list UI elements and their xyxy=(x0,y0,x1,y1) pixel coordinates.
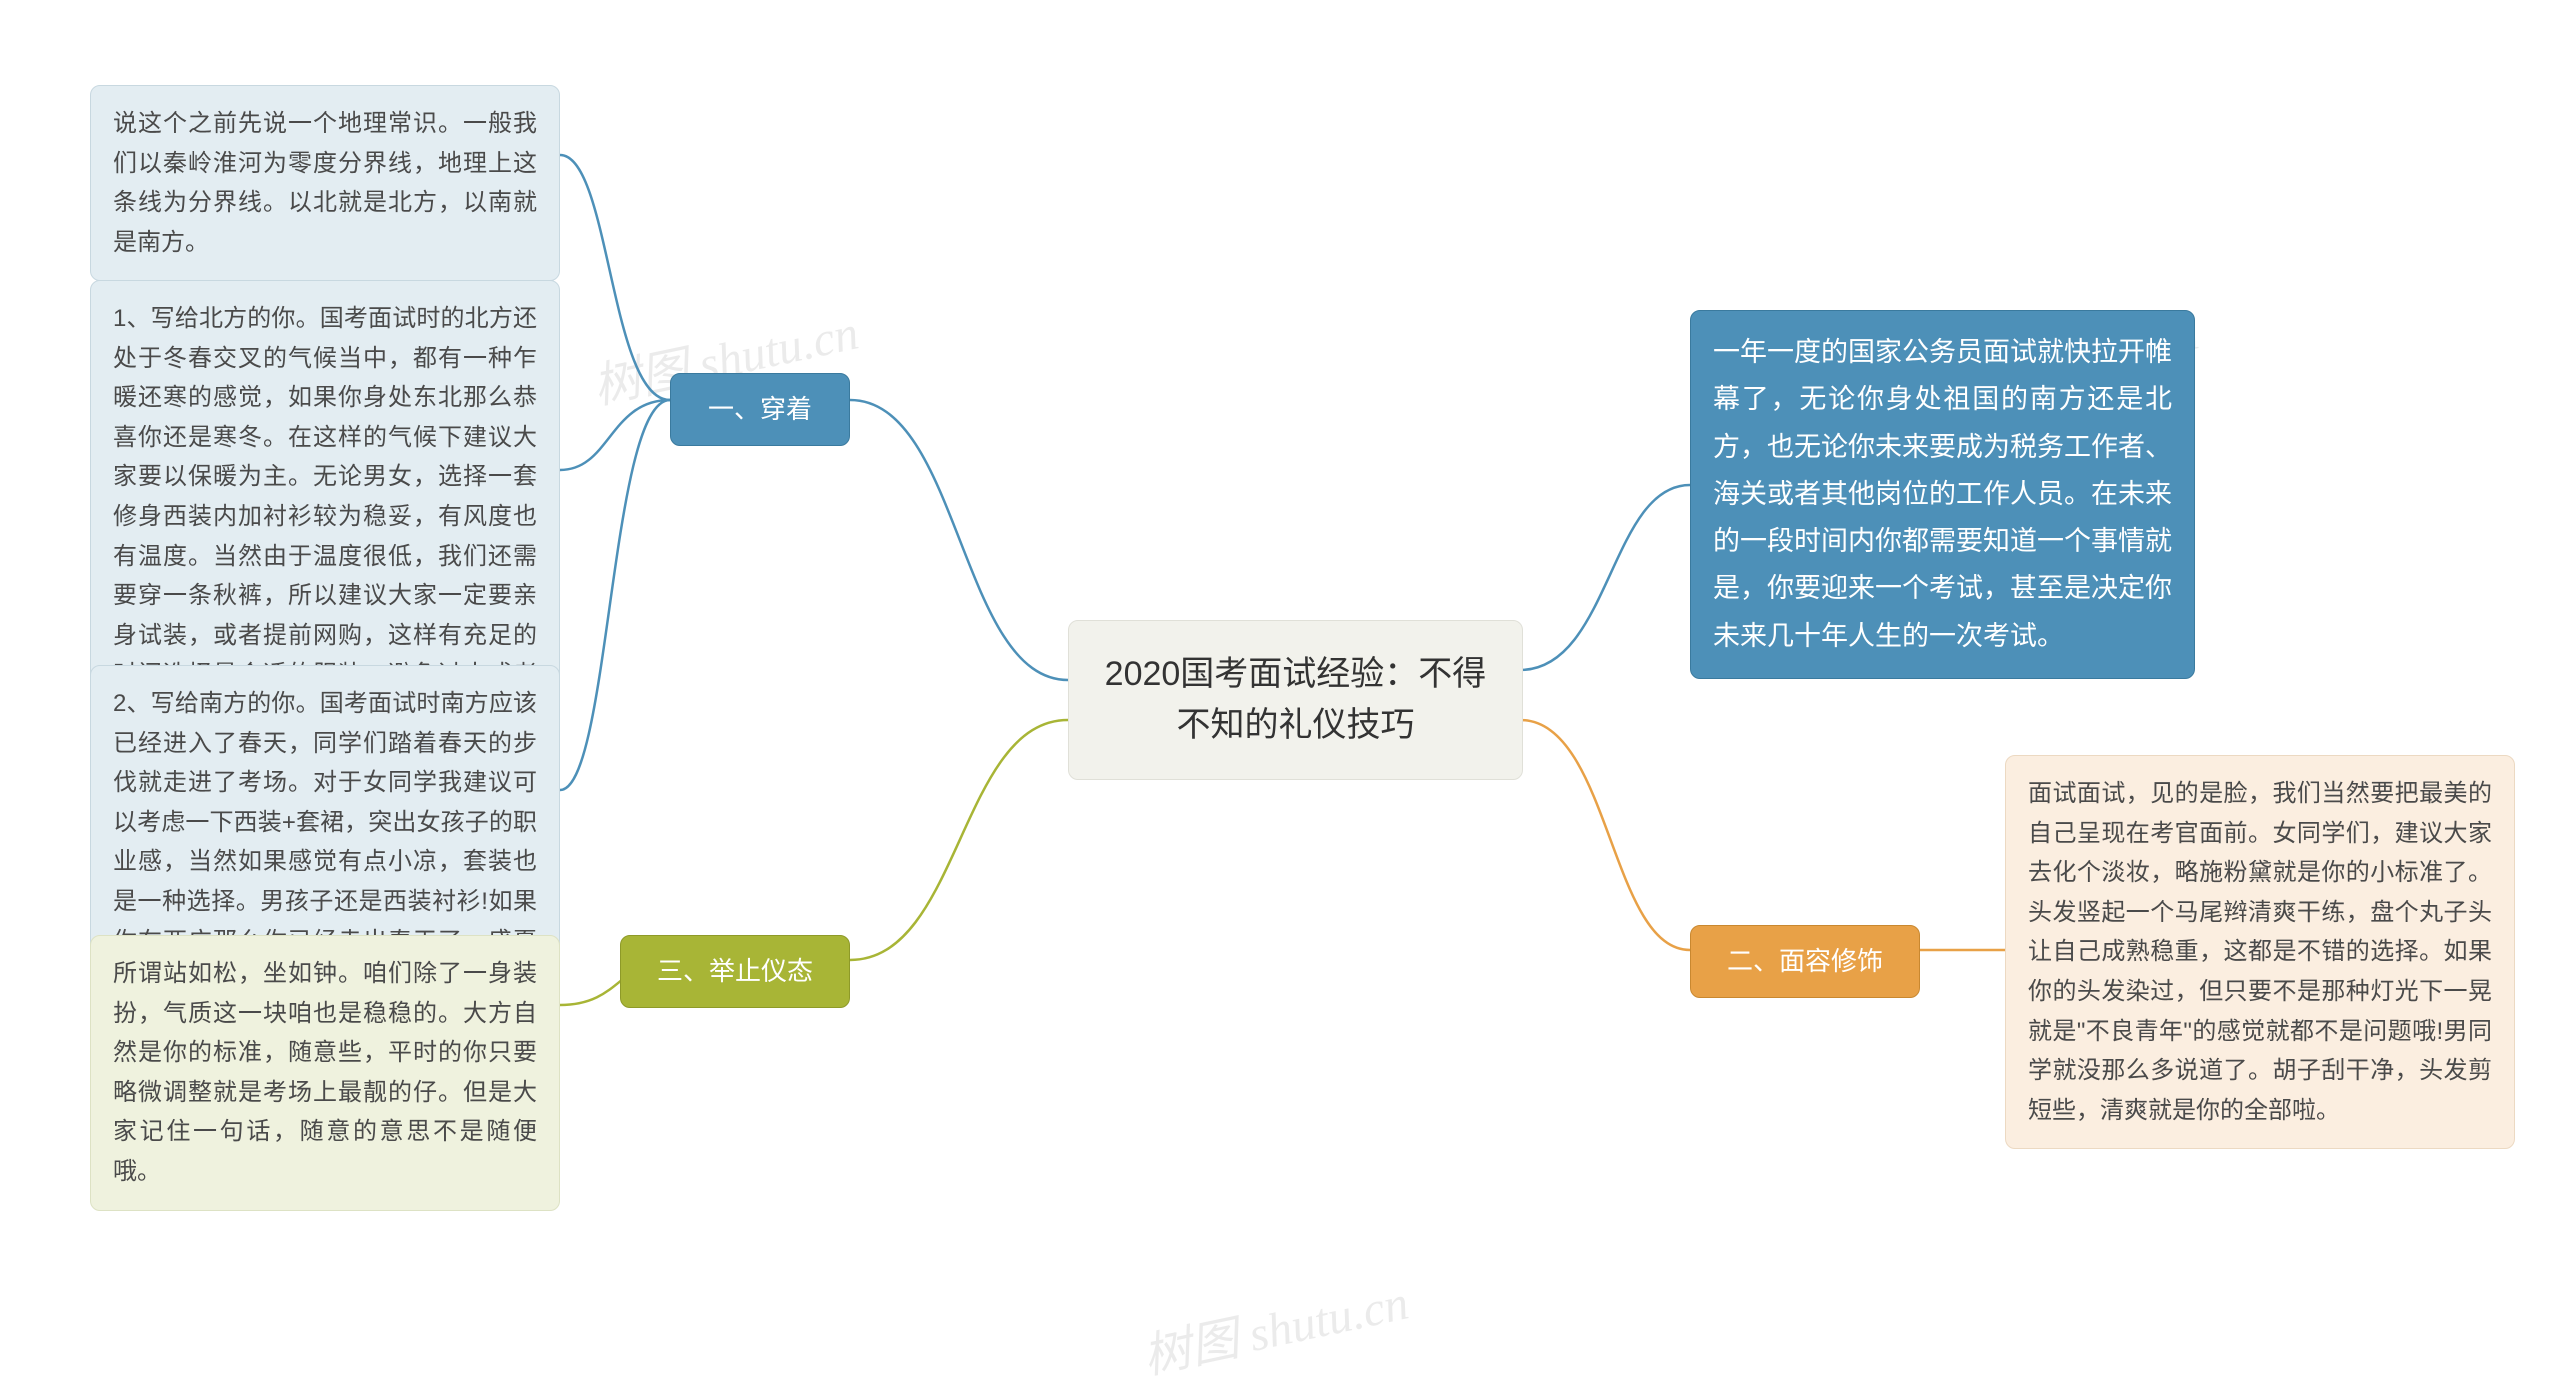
section2-leaf1: 面试面试，见的是脸，我们当然要把最美的自己呈现在考官面前。女同学们，建议大家去化… xyxy=(2005,755,2515,1149)
watermark: 树图 shutu.cn xyxy=(1136,1263,1414,1387)
intro-node: 一年一度的国家公务员面试就快拉开帷幕了，无论你身处祖国的南方还是北方，也无论你未… xyxy=(1690,310,2195,679)
section1-leaf1: 说这个之前先说一个地理常识。一般我们以秦岭淮河为零度分界线，地理上这条线为分界线… xyxy=(90,85,560,281)
root-node: 2020国考面试经验：不得不知的礼仪技巧 xyxy=(1068,620,1523,780)
section2-node: 二、面容修饰 xyxy=(1690,925,1920,998)
section3-node: 三、举止仪态 xyxy=(620,935,850,1008)
section3-leaf1: 所谓站如松，坐如钟。咱们除了一身装扮，气质这一块咱也是稳稳的。大方自然是你的标准… xyxy=(90,935,560,1211)
section1-node: 一、穿着 xyxy=(670,373,850,446)
